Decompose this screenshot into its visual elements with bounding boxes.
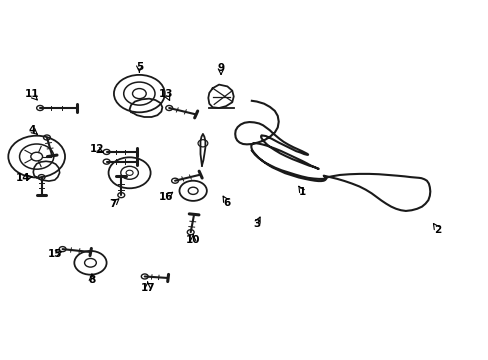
- Text: 14: 14: [16, 173, 31, 183]
- Text: 12: 12: [89, 144, 104, 154]
- Text: 16: 16: [159, 192, 173, 202]
- Text: 13: 13: [159, 89, 173, 99]
- Text: 1: 1: [298, 186, 305, 197]
- Text: 15: 15: [47, 249, 62, 259]
- Text: 3: 3: [253, 219, 260, 229]
- Text: 6: 6: [224, 198, 230, 208]
- Text: 7: 7: [108, 199, 116, 210]
- Text: 11: 11: [24, 89, 39, 99]
- Text: 17: 17: [140, 283, 155, 293]
- Text: 4: 4: [28, 125, 36, 135]
- Text: 2: 2: [433, 225, 440, 235]
- Text: 5: 5: [136, 62, 142, 72]
- Text: 10: 10: [185, 235, 200, 246]
- Text: 9: 9: [217, 63, 224, 73]
- Text: 8: 8: [88, 275, 95, 285]
